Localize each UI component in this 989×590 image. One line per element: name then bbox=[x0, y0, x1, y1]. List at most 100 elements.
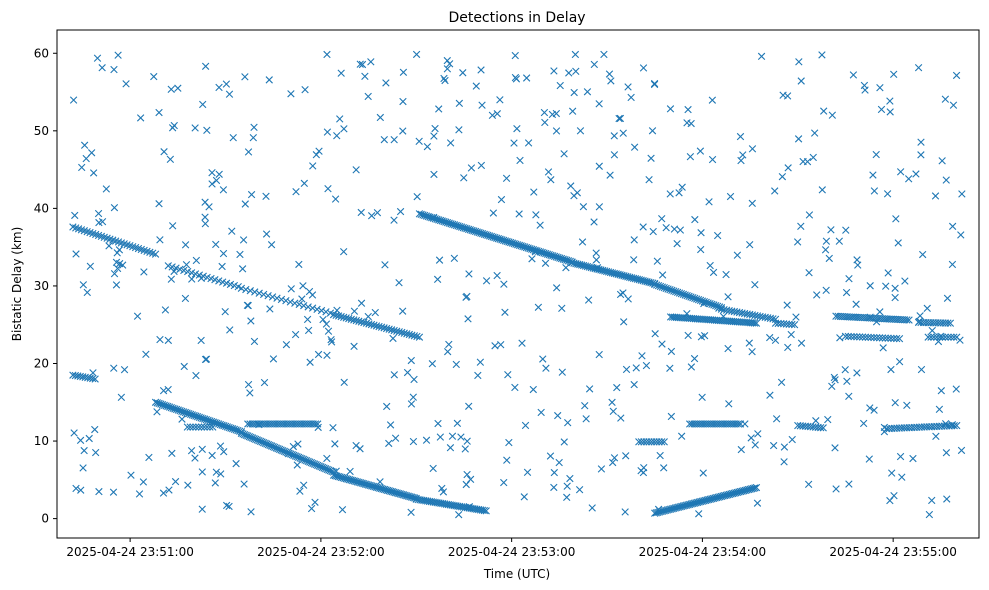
data-point bbox=[627, 93, 635, 102]
data-point bbox=[799, 157, 807, 166]
data-point bbox=[523, 468, 532, 476]
data-point bbox=[445, 340, 453, 349]
data-point bbox=[894, 239, 902, 247]
data-point bbox=[748, 145, 757, 153]
data-point bbox=[241, 200, 249, 208]
data-point bbox=[699, 469, 707, 477]
data-point bbox=[941, 95, 950, 103]
data-point bbox=[109, 488, 118, 496]
data-point bbox=[687, 363, 696, 371]
data-point bbox=[935, 405, 944, 414]
data-point bbox=[364, 92, 372, 101]
data-point bbox=[441, 76, 449, 85]
data-point bbox=[865, 455, 874, 463]
data-point bbox=[219, 249, 228, 258]
data-point bbox=[93, 54, 102, 62]
data-point bbox=[624, 83, 632, 91]
data-point bbox=[95, 218, 103, 227]
data-point bbox=[110, 270, 119, 278]
data-point bbox=[725, 400, 733, 408]
data-point bbox=[588, 504, 596, 512]
data-point bbox=[824, 415, 832, 424]
data-point bbox=[443, 65, 452, 73]
data-point bbox=[198, 468, 206, 476]
data-point bbox=[565, 69, 573, 77]
data-point bbox=[72, 250, 80, 258]
data-point bbox=[356, 445, 364, 453]
data-point bbox=[771, 336, 780, 344]
data-point bbox=[238, 265, 247, 273]
data-point bbox=[658, 340, 666, 348]
data-point bbox=[570, 88, 578, 97]
data-point bbox=[236, 250, 244, 259]
data-point bbox=[465, 270, 473, 278]
data-point bbox=[828, 382, 836, 390]
data-point bbox=[564, 418, 572, 427]
data-point bbox=[477, 161, 486, 170]
data-point bbox=[550, 468, 558, 477]
data-point bbox=[771, 187, 779, 195]
data-point bbox=[896, 452, 905, 461]
data-point bbox=[584, 296, 593, 304]
data-point bbox=[262, 192, 270, 200]
data-point bbox=[91, 425, 99, 434]
data-point bbox=[455, 99, 464, 108]
data-point bbox=[676, 226, 685, 234]
data-point bbox=[895, 357, 904, 366]
data-point bbox=[722, 270, 730, 279]
data-point bbox=[805, 268, 813, 277]
data-point bbox=[637, 466, 645, 475]
data-point bbox=[155, 200, 163, 208]
data-point bbox=[340, 378, 348, 387]
data-point bbox=[215, 170, 223, 178]
data-point bbox=[810, 129, 819, 137]
data-point bbox=[870, 333, 878, 342]
data-point bbox=[797, 222, 805, 230]
data-point bbox=[350, 307, 359, 315]
data-point bbox=[277, 295, 286, 304]
data-point bbox=[212, 176, 221, 185]
data-point bbox=[192, 256, 201, 265]
data-point bbox=[560, 438, 568, 446]
data-point bbox=[830, 373, 839, 382]
data-point bbox=[615, 114, 623, 123]
data-point bbox=[191, 454, 199, 462]
data-point bbox=[422, 436, 431, 444]
data-point bbox=[308, 291, 317, 299]
data-point bbox=[818, 186, 826, 194]
data-point bbox=[608, 398, 616, 407]
data-point bbox=[675, 189, 683, 197]
data-point bbox=[198, 445, 206, 454]
data-point bbox=[228, 227, 236, 235]
data-point bbox=[120, 366, 129, 374]
data-point bbox=[540, 108, 549, 117]
data-point bbox=[216, 442, 225, 450]
data-point bbox=[666, 364, 674, 372]
data-point bbox=[339, 247, 348, 256]
data-point bbox=[85, 434, 93, 443]
data-point bbox=[539, 355, 547, 363]
data-point bbox=[184, 481, 192, 489]
data-point bbox=[376, 113, 385, 122]
data-point bbox=[500, 478, 508, 487]
data-point bbox=[890, 334, 898, 343]
data-point bbox=[583, 88, 592, 96]
data-point bbox=[845, 480, 853, 488]
data-point bbox=[943, 495, 951, 503]
data-point bbox=[520, 493, 528, 501]
data-point bbox=[518, 339, 526, 347]
data-point bbox=[295, 260, 303, 269]
data-point bbox=[511, 51, 519, 60]
data-point bbox=[683, 310, 691, 318]
data-point bbox=[552, 127, 561, 135]
data-point bbox=[91, 448, 100, 457]
data-point bbox=[110, 364, 118, 372]
data-point bbox=[772, 415, 781, 423]
data-point bbox=[385, 439, 393, 448]
data-point bbox=[860, 81, 869, 90]
data-point bbox=[317, 306, 326, 315]
data-point bbox=[167, 275, 176, 283]
data-point bbox=[558, 368, 566, 376]
data-point bbox=[784, 164, 792, 172]
data-point bbox=[135, 490, 144, 498]
